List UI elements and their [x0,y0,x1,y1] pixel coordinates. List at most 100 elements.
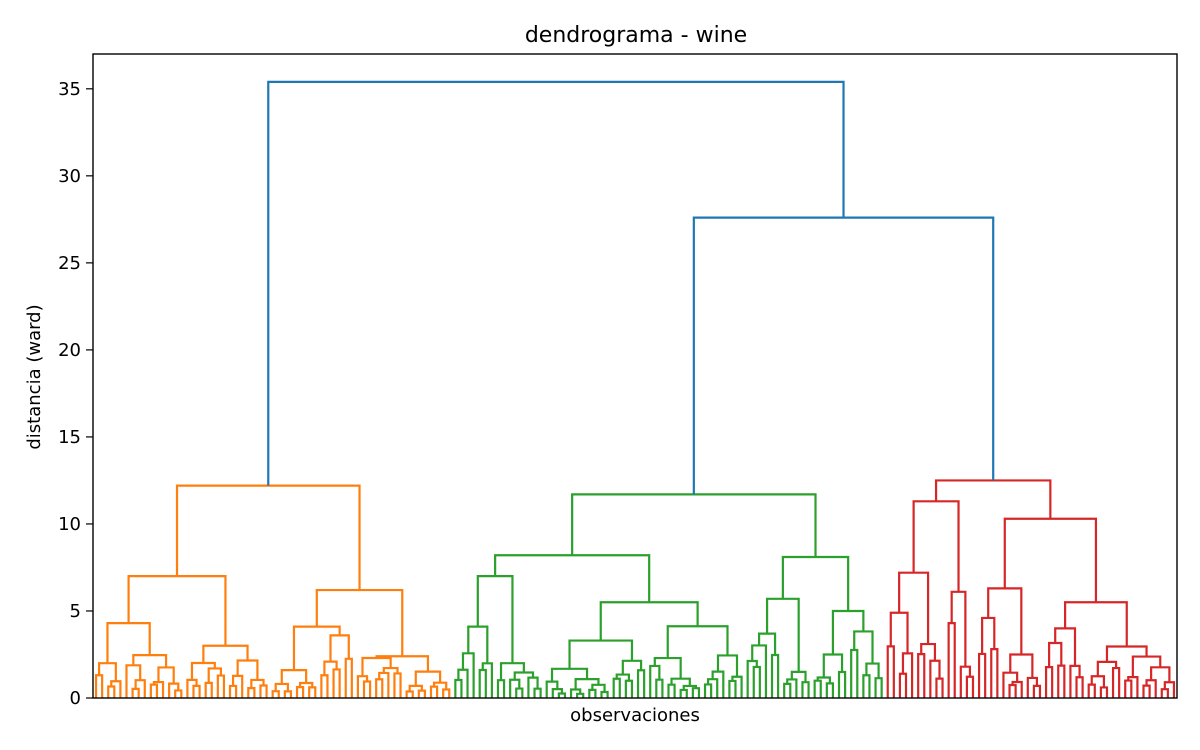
dendrogram-link-4 [131,687,140,698]
dendrogram-link-146 [1011,680,1023,698]
dendrogram-link-145 [1008,683,1017,698]
dendrogram-link-143 [990,647,999,698]
dendrogram-link-6 [125,664,142,698]
dendrogram-link-48 [405,690,414,698]
dendrogram-link-112 [801,681,810,698]
dendrogram-link-110 [783,682,792,698]
dendrogram-link-93 [682,684,697,690]
dendrogram-link-166 [1145,679,1157,698]
dendrogram-link-101 [716,654,739,677]
dendrogram-link-35 [320,674,329,698]
dendrogram-link-25 [236,659,259,680]
dendrogram-link-90 [667,683,676,698]
dendrogram-link-151 [987,587,1023,655]
dendrogram-link-26 [202,644,249,664]
dendrogram-link-69 [513,671,535,680]
dendrogram-link-113 [790,670,807,683]
plot-frame [92,53,1178,699]
dendrogram-link-64 [496,679,506,698]
dendrogram-link-62 [481,662,493,698]
dendrogram-link-38 [344,657,353,698]
dendrogram-link-147 [1002,671,1019,698]
dendrogram-link-43 [375,678,384,698]
dendrogram-link-118 [837,670,847,698]
dendrogram-link-174 [934,479,1052,519]
dendrogram-link-28 [271,690,280,698]
dendrogram-link-92 [691,687,701,698]
dendrogram-link-1 [107,685,116,698]
y-tick-label-2: 10 [58,514,81,535]
dendrogram-link-126 [781,555,850,611]
y-tick-label-6: 30 [58,166,81,187]
y-tick-label-5: 25 [58,253,81,274]
dendrogram-link-85 [636,669,646,698]
dendrogram-link-39 [329,634,350,662]
dendrogram-link-142 [977,652,987,698]
dendrogram-link-154 [1048,641,1063,668]
dendrogram-link-72 [557,692,567,698]
dendrogram-link-76 [569,688,582,698]
dendrogram-link-120 [850,648,859,698]
dendrogram-link-89 [649,664,661,698]
dendrogram-link-167 [1160,688,1169,698]
dendrogram-link-29 [283,690,293,698]
dendrogram-link-148 [1032,684,1042,698]
dendrogram-link-158 [1087,683,1096,698]
dendrogram-link-36 [332,668,341,698]
dendrogram-link-16 [204,681,213,698]
y-tick-label-1: 5 [70,601,81,622]
dendrogram-link-63 [467,625,489,664]
dendrogram-link-121 [862,674,871,698]
dendrogram-link-59 [457,668,469,698]
dendrogram-link-153 [1057,664,1066,698]
dendrogram-link-155 [1075,676,1084,698]
dendrogram-link-161 [1111,666,1121,698]
dendrogram-link-160 [1090,675,1106,688]
dendrogram-link-23 [259,684,268,698]
dendrogram-link-27 [127,575,227,646]
chart-title: dendrograma - wine [525,23,747,48]
dendrogram-link-157 [1054,627,1077,666]
y-axis: 0 5 10 15 20 25 30 35 [58,79,93,709]
dendrogram-link-18 [207,667,222,683]
dendrogram-link-111 [786,678,798,698]
dendrogram-link-17 [216,674,226,698]
dendrogram-link-130 [901,652,914,698]
dendrogram-link-119 [822,653,844,678]
dendrogram-link-125 [831,609,865,655]
dendrogram-link-49 [417,689,426,698]
dendrogram-link-41 [362,680,372,698]
dendrogram-link-52 [442,688,451,698]
dendrogram-link-7 [149,683,159,698]
dendrogram-link-57 [175,484,361,591]
dendrogram-link-150 [1009,653,1034,678]
dendrogram-link-163 [1124,679,1133,698]
dendrogram-link-0 [94,674,104,698]
dendrogram-link-127 [571,493,817,558]
dendrogram-link-96 [703,683,713,698]
dendrogram-link-123 [865,662,880,679]
dendrogram-link-108 [770,653,780,698]
dendrogram-link-78 [600,690,609,698]
dendrogram-link-115 [813,679,822,698]
dendrogram-link-104 [494,554,651,603]
dendrogram-link-20 [228,684,238,698]
dendrogram-link-91 [679,688,688,698]
dendrogram-link-88 [655,678,664,698]
dendrogram-link-129 [898,672,908,698]
dendrogram-link-82 [612,677,621,698]
dendrogram-links [94,80,1176,698]
y-tick-label-7: 35 [58,79,81,100]
dendrogram-link-165 [1142,684,1151,698]
dendrogram-link-61 [478,668,487,698]
dendrogram-link-58 [454,678,463,698]
dendrogram-link-173 [1003,517,1098,603]
dendrogram-link-97 [706,678,719,698]
dendrogram-link-65 [515,687,524,698]
dendrogram-link-168 [1163,681,1176,698]
dendrogram-link-73 [551,688,564,698]
dendrogram-link-24 [250,678,265,689]
dendrogram-link-81 [550,667,589,682]
dendrogram-link-44 [378,671,390,698]
